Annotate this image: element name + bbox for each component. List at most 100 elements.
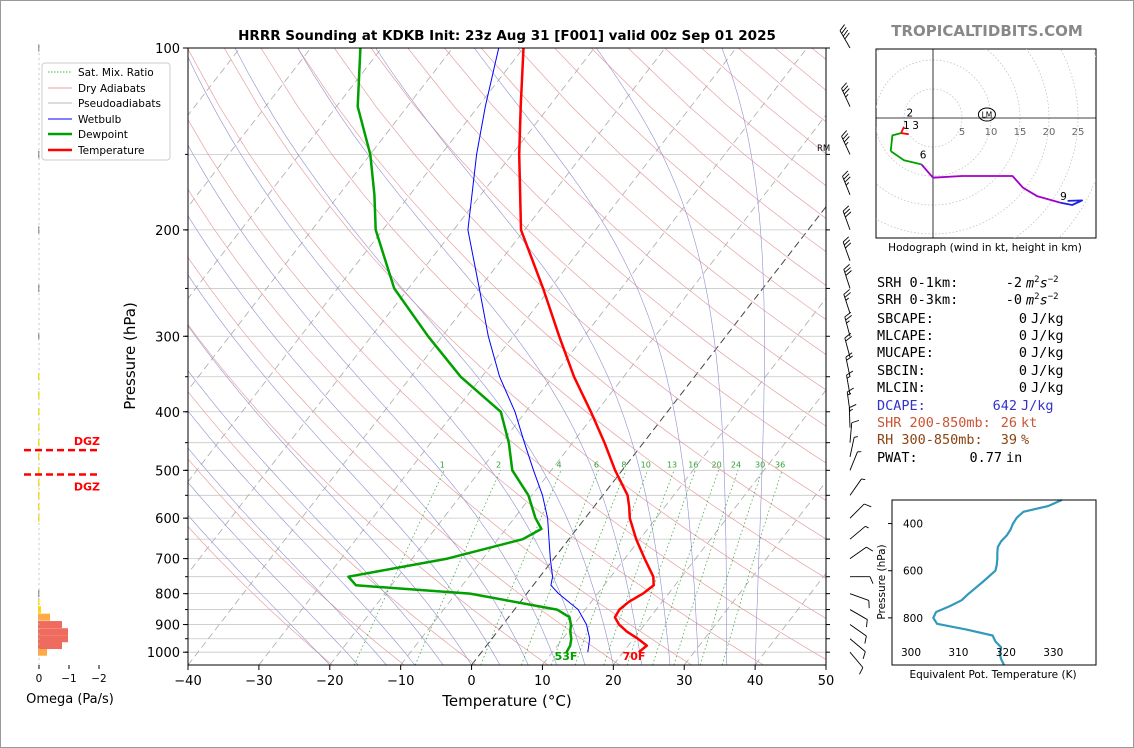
- barb-flag: [841, 130, 847, 137]
- x-tick-label: −30: [245, 674, 272, 689]
- barb-half-flag: [857, 451, 862, 453]
- barb-flag: [844, 311, 852, 318]
- barb-flag: [845, 314, 852, 321]
- omega-bar: [38, 373, 40, 381]
- isotherm: [0, 48, 27, 665]
- omega-panel: 0 −1 −2 DGZ DGZ: [24, 44, 107, 685]
- stat-label: SBCIN:: [877, 363, 926, 379]
- theta-e-line: [932, 498, 1063, 666]
- x-tick-label: −10: [387, 674, 414, 689]
- barb-staff: [844, 337, 851, 358]
- stat-value: -2: [1005, 275, 1022, 291]
- stat-value: 0: [1018, 380, 1027, 396]
- omega-bar: [38, 439, 40, 447]
- moist-adiabat: [596, 48, 728, 665]
- barb-staff: [849, 478, 862, 496]
- wind-barb: [844, 311, 852, 337]
- omega-bar: [38, 332, 40, 340]
- barb-half-flag: [845, 93, 849, 98]
- barb-staff: [841, 136, 851, 155]
- barb-flag: [842, 170, 849, 177]
- barb-flag: [865, 619, 868, 628]
- barb-staff: [843, 269, 851, 289]
- barb-flag: [864, 635, 867, 644]
- stat-unit: m2s−2: [1026, 292, 1059, 309]
- omega-bar: [38, 598, 40, 606]
- dry-adiabat: [188, 323, 549, 665]
- barb-flag: [839, 24, 845, 31]
- hodograph-height-label: 2: [906, 107, 913, 119]
- barb-flag: [862, 651, 866, 660]
- omega-bar: [38, 408, 40, 416]
- omega-x-tick-label: −2: [91, 673, 106, 685]
- stat-label: MLCAPE:: [877, 328, 934, 344]
- hodograph-trace-3-6km: [890, 150, 922, 166]
- skewt-series: 1 2 4 6 8 10 13 16 20 24 30 36: [347, 48, 785, 654]
- barb-flag: [844, 267, 851, 273]
- wind-barb: [849, 525, 869, 540]
- wind-barbs: [839, 24, 874, 675]
- wind-barb: [849, 546, 874, 559]
- y-tick-label: 700: [155, 553, 180, 568]
- stat-label: DCAPE:: [877, 398, 926, 414]
- barb-flag: [845, 242, 852, 249]
- hodograph-caption: Hodograph (wind in kt, height in km): [888, 242, 1082, 254]
- dry-adiabat: [188, 526, 333, 665]
- omega-bar: [38, 466, 40, 474]
- barb-flag: [841, 27, 847, 34]
- mixing-ratio-line: [673, 470, 739, 665]
- omega-bar: [38, 642, 62, 650]
- skewt-legend: Sat. Mix. Ratio Dry Adiabats Pseudoadiab…: [41, 62, 171, 161]
- wind-barb: [849, 651, 864, 675]
- isotherm: [188, 48, 524, 483]
- mixing-ratio-line: [414, 470, 501, 665]
- barb-flag: [846, 370, 854, 376]
- stat-unit: in: [1006, 450, 1023, 466]
- isotherm: [542, 297, 826, 665]
- stat-value: 642: [992, 398, 1017, 414]
- dry-adiabat: [188, 48, 826, 660]
- stat-label: MUCAPE:: [877, 345, 934, 361]
- barb-staff: [839, 30, 851, 49]
- moist-adiabat: [297, 48, 642, 665]
- stat-label: PWAT:: [877, 450, 918, 466]
- omega-x-tick-label: 0: [36, 673, 43, 685]
- isotherm: [188, 48, 595, 575]
- barb-flag: [842, 85, 849, 92]
- barb-flag: [844, 332, 852, 339]
- skewt-background: [0, 48, 826, 665]
- hodograph-ring-label: 20: [1043, 127, 1056, 138]
- y-tick-label: 200: [155, 224, 180, 239]
- skewt-plot-area: [187, 47, 827, 666]
- stat-unit: J/kg: [1031, 328, 1064, 344]
- barb-half-flag: [845, 297, 849, 301]
- wind-barb: [849, 593, 870, 609]
- stat-unit: J/kg: [1031, 345, 1064, 361]
- surface-temperature-label: 70F: [623, 650, 646, 663]
- barb-flag: [843, 136, 850, 143]
- skewt-x-axis-label: Temperature (°C): [441, 692, 571, 710]
- hodograph-height-label: 9: [1060, 191, 1067, 203]
- wind-barb: [844, 332, 852, 358]
- moist-adiabat: [188, 514, 331, 665]
- wind-barb: [843, 264, 852, 289]
- stat-label: SHR 200-850mb:: [877, 415, 991, 431]
- barb-staff: [849, 624, 867, 637]
- stat-label: MLCIN:: [877, 380, 926, 396]
- dewpoint-line: [347, 48, 573, 653]
- wind-barb: [843, 289, 851, 314]
- stat-unit: kt: [1021, 415, 1038, 431]
- moist-adiabat: [188, 370, 444, 665]
- theta-e-y-tick-label: 800: [903, 613, 923, 625]
- barb-flag: [841, 82, 847, 89]
- dry-adiabat: [407, 48, 826, 427]
- skewt-y-axis-label: Pressure (hPa): [121, 302, 139, 410]
- wind-barb: [849, 478, 866, 496]
- moist-adiabat: [188, 325, 472, 665]
- barb-flag: [849, 404, 857, 409]
- legend-dry-adiabats: Dry Adiabats: [78, 83, 146, 95]
- barb-half-flag: [846, 320, 850, 324]
- stat-label: RH 300-850mb:: [877, 432, 983, 448]
- barb-flag: [868, 600, 870, 609]
- omega-bar: [38, 648, 47, 656]
